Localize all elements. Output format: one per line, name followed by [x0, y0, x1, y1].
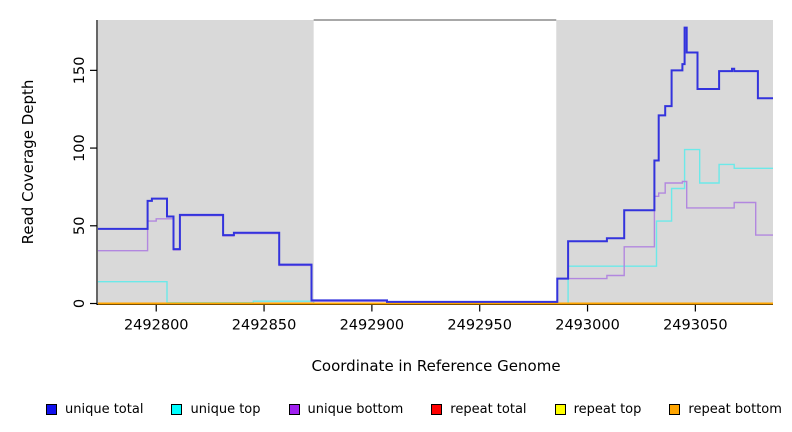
- legend-swatch: [554, 403, 566, 415]
- legend-swatch: [46, 403, 57, 415]
- legend-label: repeat bottom: [688, 401, 782, 417]
- x-tick-label: 2492950: [447, 318, 512, 334]
- x-tick-label: 2492800: [124, 318, 189, 334]
- y-axis-label: Read Coverage Depth: [19, 79, 37, 245]
- legend-label: unique total: [65, 401, 144, 417]
- legend: unique total unique top unique bottom repea…: [46, 397, 782, 421]
- legend-label: repeat total: [450, 401, 527, 417]
- y-tick-label: 0: [72, 299, 88, 308]
- legend-swatch: [431, 403, 443, 415]
- legend-label: unique bottom: [307, 401, 404, 417]
- legend-item-unique-total: unique total: [46, 402, 143, 417]
- legend-item-repeat-bottom: repeat bottom: [669, 402, 782, 417]
- series-unique-total-line: [98, 26, 773, 303]
- coverage-plot: 0 50 100 150 2492800 2492850 2492900 2492950 249…: [72, 19, 773, 334]
- legend-label: unique top: [190, 401, 261, 417]
- shaded-region-2: [556, 20, 773, 305]
- legend-swatch: [288, 403, 300, 415]
- y-tick-label: 100: [72, 134, 88, 162]
- x-tick-label: 2492900: [340, 318, 405, 334]
- legend-label: repeat top: [573, 401, 642, 417]
- legend-item-unique-bottom: unique bottom: [288, 401, 404, 417]
- legend-swatch: [669, 403, 681, 415]
- x-tick-label: 2493050: [663, 318, 728, 334]
- x-tick-label: 2492850: [232, 318, 297, 334]
- x-tick-label: 2493000: [555, 318, 620, 334]
- legend-swatch: [171, 403, 183, 415]
- y-tick-label: 150: [72, 57, 88, 85]
- shaded-region-1: [98, 20, 314, 305]
- legend-item-repeat-top: repeat top: [554, 401, 642, 417]
- series-unique-top-line: [98, 148, 773, 305]
- legend-item-repeat-total: repeat total: [431, 401, 527, 417]
- y-tick-label: 50: [72, 217, 88, 235]
- legend-item-unique-top: unique top: [171, 401, 261, 417]
- x-axis-label: Coordinate in Reference Genome: [311, 357, 561, 375]
